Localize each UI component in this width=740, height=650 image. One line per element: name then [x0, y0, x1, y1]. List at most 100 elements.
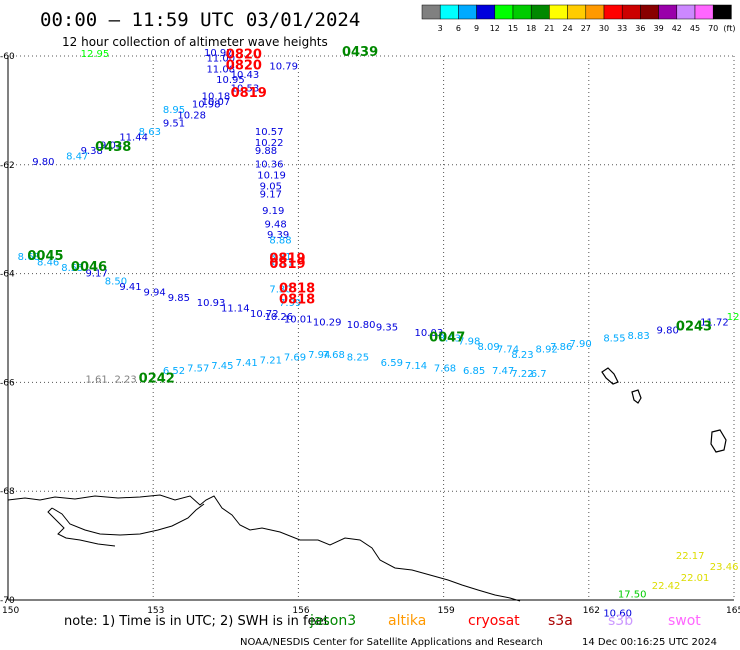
satellite-cryosat: cryosat	[468, 613, 520, 629]
pass-time-tag: 0819	[269, 252, 305, 267]
swh-value: 22.01	[681, 573, 710, 584]
swh-value: 7.21	[260, 355, 282, 366]
pass-time-tag: 0242	[139, 371, 175, 386]
legend-swatch	[621, 4, 641, 20]
swh-value: 17.50	[618, 589, 647, 600]
satellite-legend: jason3 altika cryosat s3a s3b swot	[309, 613, 701, 629]
swh-value: 9.80	[657, 325, 679, 336]
legend-swatch	[549, 4, 568, 20]
legend-unit: (ft)	[723, 24, 735, 33]
legend-swatch	[712, 4, 732, 20]
coastline-bay	[51, 503, 205, 536]
legend-label: 12	[490, 24, 500, 33]
legend-label: 27	[581, 24, 591, 33]
lat-tick-label: -62	[0, 161, 15, 171]
swh-value: 11.72	[700, 317, 729, 328]
swh-value: 22.17	[676, 551, 705, 562]
swh-value: 8.71	[272, 257, 294, 268]
legend-swatch	[658, 4, 678, 20]
swh-value: 23.46	[710, 562, 739, 573]
lat-tick-label: -70	[0, 596, 15, 606]
lon-tick-label: 165	[726, 606, 740, 616]
swh-value: 8.63	[139, 127, 161, 138]
swh-value: 9.85	[168, 293, 190, 304]
swh-value: 10.22	[255, 138, 284, 149]
swh-value: 9.80	[32, 157, 54, 168]
swh-value: 8.88	[269, 236, 291, 247]
legend-label: 42	[672, 24, 682, 33]
swh-value: 11.00	[206, 53, 235, 64]
swh-value: 7.90	[569, 339, 591, 350]
pass-time-tag: 0818	[279, 293, 315, 308]
swh-value: 6.7	[531, 369, 547, 380]
lat-tick-label: -68	[0, 487, 15, 497]
swh-value: 1.61	[85, 374, 107, 385]
lat-tick-label: -60	[0, 52, 15, 62]
pass-time-tag: 0439	[342, 45, 378, 60]
satellite-swot: swot	[668, 613, 701, 629]
legend-label: 36	[635, 24, 645, 33]
color-legend: 3 6 9 12 15 18 21 24 27 30 33 36 39 42 45 70 (ft)	[421, 4, 735, 33]
map-subtitle: 12 hour collection of altimeter wave hei…	[62, 35, 328, 49]
swh-value: 7.14	[405, 361, 427, 372]
swh-value: 8.43	[439, 334, 461, 345]
swh-value: 10.53	[231, 83, 260, 94]
swh-value: 7.57	[187, 364, 209, 375]
legend-label: 39	[654, 24, 664, 33]
swh-value: 10.36	[255, 160, 284, 171]
swh-value: 6.59	[381, 358, 403, 369]
swh-value: 10.03	[415, 328, 444, 339]
legend-swatch	[476, 4, 496, 20]
pass-time-tag: 0819	[269, 257, 305, 272]
swh-value: 7.69	[284, 353, 306, 364]
legend-label: 24	[563, 24, 573, 33]
lon-tick-label: 153	[147, 606, 164, 616]
swh-value: 7.99	[279, 298, 301, 309]
legend-label: 18	[526, 24, 536, 33]
swh-value: 9.88	[255, 146, 277, 157]
footer-credit: NOAA/NESDIS Center for Satellite Applica…	[240, 637, 543, 648]
swh-value: 9.17	[85, 268, 107, 279]
swh-value: 6.52	[163, 366, 185, 377]
satellite-altika: altika	[388, 613, 426, 629]
legend-label: 9	[474, 24, 479, 33]
swh-value: 9.94	[144, 287, 166, 298]
footer-note: note: 1) Time is in UTC; 2) SWH is in fe…	[64, 614, 329, 629]
footer-timestamp: 14 Dec 00:16:25 UTC 2024	[582, 637, 717, 648]
swh-value: 10.98	[192, 100, 221, 111]
legend-label: 30	[599, 24, 609, 33]
swh-value: 8.25	[347, 353, 369, 364]
axis-labels: 150 153 156 159 162 165 -60 -62 -64 -66 -68 -70	[0, 52, 740, 616]
swh-value: 11.44	[119, 132, 148, 143]
swh-value: 22.42	[652, 581, 681, 592]
legend-label: 3	[438, 24, 443, 33]
swh-value: 9.39	[267, 230, 289, 241]
map-title: 00:00 – 11:59 UTC 03/01/2024	[40, 9, 360, 31]
swh-value: 10.19	[257, 170, 286, 181]
pass-time-tag: 0243	[676, 320, 712, 335]
swh-value: 10.72	[250, 309, 279, 320]
legend-label: 45	[690, 24, 700, 33]
pass-time-tag: 0820	[226, 59, 262, 74]
swh-value: 9.41	[119, 282, 141, 293]
swh-value: 12.19	[727, 312, 740, 323]
satellite-s3b: s3b	[608, 613, 633, 629]
swh-value: 9.35	[376, 323, 398, 334]
pass-tags-layer: 0439082008200819043808190819004500460818…	[27, 45, 712, 386]
swh-value: 8.68	[18, 252, 40, 263]
legend-swatch	[530, 4, 550, 20]
swh-value: 7.47	[492, 366, 514, 377]
island-3	[710, 429, 727, 453]
swh-value: 8.09	[477, 342, 499, 353]
swh-value: 8.50	[105, 276, 127, 287]
legend-swatch	[603, 4, 623, 20]
pass-time-tag: 0047	[429, 331, 465, 346]
legend-swatch	[494, 4, 514, 20]
lon-tick-label: 159	[438, 606, 455, 616]
legend-swatch	[640, 4, 659, 20]
lat-tick-label: -64	[0, 270, 15, 280]
lon-tick-label: 150	[2, 606, 19, 616]
swh-value: 10.43	[231, 70, 260, 81]
